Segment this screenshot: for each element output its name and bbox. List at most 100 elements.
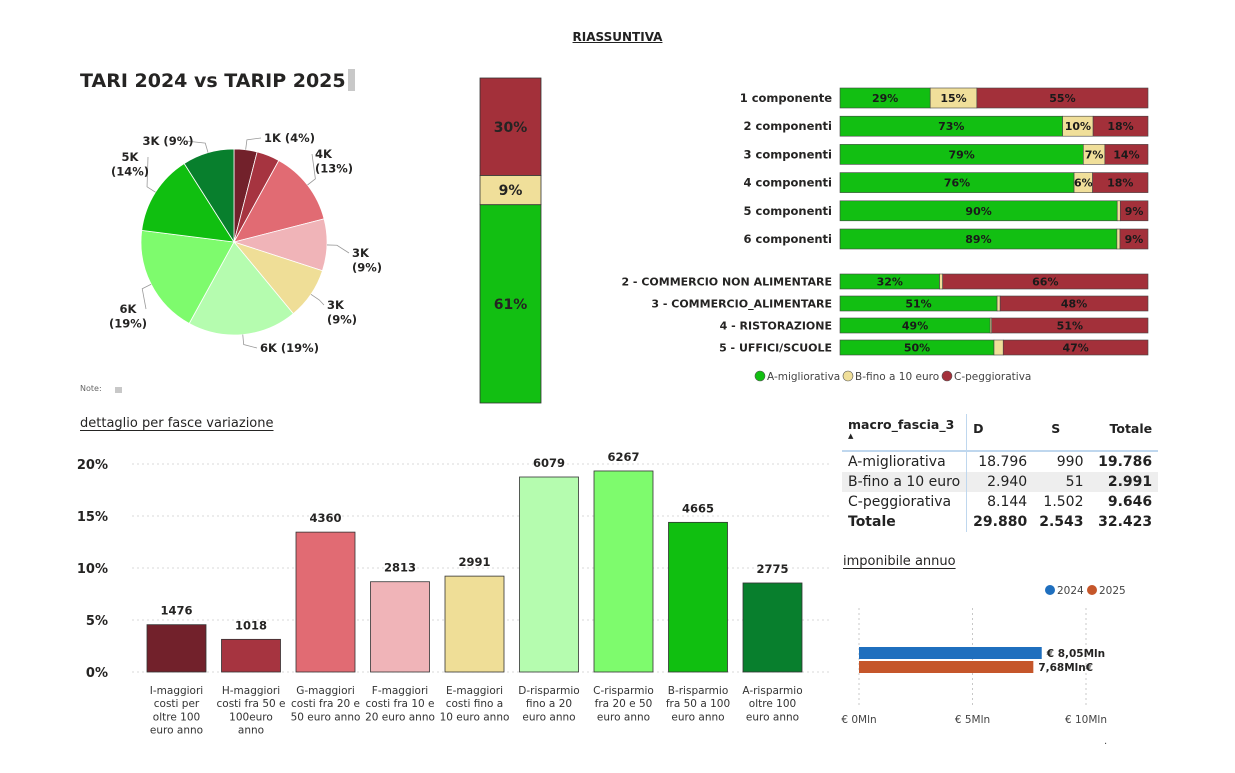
x-category-label: I-maggiori costi per oltre 100 euro anno xyxy=(150,685,203,736)
y-tick-label: 5% xyxy=(86,614,108,629)
pie-leader-line xyxy=(245,137,262,150)
x-tick-label: € 0Mln xyxy=(841,714,876,726)
legend-label: B-fino a 10 euro xyxy=(855,371,939,383)
stacked-bar-segment xyxy=(996,295,1001,312)
pie-slice-label: 6K (19%) xyxy=(260,341,319,355)
bar-data-label: 2775 xyxy=(756,562,788,576)
x-category-label: F-maggiori costi fra 10 e 20 euro anno xyxy=(365,685,435,723)
y-tick-label: 15% xyxy=(77,510,108,525)
stacked-bar-label: 6% xyxy=(1074,177,1093,190)
legend-dot-icon xyxy=(842,370,854,382)
x-category-label: H-maggiori costi fra 50 e 100euro anno xyxy=(217,685,286,736)
bar xyxy=(370,581,430,673)
bar-data-label: 2991 xyxy=(458,555,490,569)
stacked-bar-label: 15% xyxy=(940,92,966,105)
x-category-label: G-maggiori costi fra 20 e 50 euro anno xyxy=(291,685,361,723)
bar xyxy=(519,476,579,673)
stacked-bar-segment xyxy=(993,339,1004,356)
bar-data-label: 2813 xyxy=(384,561,416,575)
stacked-bar-label: 18% xyxy=(1107,177,1133,190)
macro-table: macro_fascia_3 ▲ D S Totale A-migliorati… xyxy=(842,414,1159,532)
pie-leader-line xyxy=(242,334,258,349)
legend-dot-icon xyxy=(1045,585,1055,595)
bar-category-label: 3 componenti xyxy=(744,147,832,161)
imponibile-chart-title: imponibile annuo xyxy=(843,554,956,569)
stacked-bar-segment xyxy=(942,273,1149,290)
x-tick-label: € 5Mln xyxy=(955,714,990,726)
stacked-bar-segment xyxy=(1119,228,1149,250)
x-category-label: D-risparmio fino a 20 euro anno xyxy=(518,685,579,723)
column-header-totale[interactable]: Totale xyxy=(1089,414,1159,452)
x-category-label: C-risparmio fra 20 e 50 euro anno xyxy=(593,685,654,723)
pie-leader-line xyxy=(326,244,350,254)
pie-slice-label: 3K (9%) xyxy=(143,134,194,148)
bar-category-label: 1 componente xyxy=(740,91,833,105)
note-label: Note: xyxy=(80,384,102,393)
stacked-segment xyxy=(479,204,542,404)
stacked-bar-label: 29% xyxy=(872,92,898,105)
stacked-bar-label: 10% xyxy=(1065,120,1091,133)
bar-data-label: 1476 xyxy=(160,604,192,618)
table-cell: 990 xyxy=(1056,454,1084,470)
pie-slice-label: 1K (4%) xyxy=(264,131,315,145)
table-cell: C-peggiorativa xyxy=(842,492,968,512)
x-tick-label: € 10Mln xyxy=(1065,714,1107,726)
stacked-segment xyxy=(479,175,542,206)
column-header-d[interactable]: D xyxy=(966,414,1034,452)
stacked-bar-label: 9% xyxy=(1125,233,1144,246)
table-cell: B-fino a 10 euro xyxy=(842,472,968,492)
stacked-bar-label: 51% xyxy=(1057,320,1083,333)
imponibile-bar xyxy=(859,661,1034,673)
table-cell: 51 xyxy=(1033,472,1090,492)
bar-category-label: 2 componenti xyxy=(744,119,832,133)
sort-asc-icon: ▲ xyxy=(848,432,854,440)
bar-data-label: 6267 xyxy=(607,450,639,464)
pie-slice xyxy=(183,148,235,244)
stacked-bar-segment xyxy=(939,273,943,290)
stacked-bar-segment xyxy=(991,317,1149,334)
bar xyxy=(444,575,505,673)
stacked-bar-label: 9% xyxy=(1125,205,1144,218)
bar-data-label: 6079 xyxy=(533,456,565,470)
pie-slice-label: 3K (9%) xyxy=(327,298,357,326)
stacked-segment-label: 30% xyxy=(494,120,528,136)
y-tick-label: 20% xyxy=(77,458,108,473)
table-cell: 1.502 xyxy=(1043,494,1084,510)
footer-mark: . xyxy=(1104,736,1108,747)
stacked-bar-label: 89% xyxy=(965,233,991,246)
legend-dot-icon xyxy=(941,370,953,382)
bar xyxy=(742,582,803,673)
bar-data-label: 1018 xyxy=(235,618,267,632)
fasce-chart-title: dettaglio per fasce variazione xyxy=(80,416,274,431)
table-row: A-migliorativa 18.796 990 19.786 xyxy=(842,451,1158,472)
stacked-bar-label: 79% xyxy=(948,148,974,161)
stacked-bar-segment xyxy=(1092,115,1149,137)
stacked-segment-label: 9% xyxy=(499,183,523,199)
table-row: B-fino a 10 euro 2.940 51 2.991 xyxy=(842,472,1159,492)
page-title: RIASSUNTIVA xyxy=(572,30,663,44)
bar xyxy=(593,470,654,673)
table-header-row: macro_fascia_3 ▲ D S Totale xyxy=(842,414,1159,452)
bar xyxy=(221,638,281,673)
y-tick-label: 10% xyxy=(77,562,108,577)
imponibile-bar-label: € 8,05Mln xyxy=(1046,648,1105,660)
title-resize-handle[interactable] xyxy=(348,69,355,91)
stacked-bar-label: 51% xyxy=(905,298,931,311)
table-row: C-peggiorativa 8.144 1.502 9.646 xyxy=(842,492,1158,512)
stacked-bar-segment xyxy=(1119,200,1149,222)
bar-data-label: 4360 xyxy=(309,511,341,525)
stacked-bar-segment xyxy=(999,295,1149,312)
stacked-bar-label: 14% xyxy=(1113,148,1139,161)
stacked-bar-segment xyxy=(1116,200,1121,222)
column-header-macro[interactable]: macro_fascia_3 ▲ xyxy=(842,414,968,452)
stacked-bar-label: 18% xyxy=(1107,120,1133,133)
table-total-row: Totale 29.880 2.543 32.423 xyxy=(842,512,1158,532)
fasce-bar-chart: 0% 5% 10% 15% 20% 1476 I-maggiori costi per oltr… xyxy=(77,450,830,736)
stacked-bar-label: 55% xyxy=(1049,92,1075,105)
stacked-column-chart: 30% 9% 61% xyxy=(479,77,542,404)
stacked-bar-label: 73% xyxy=(938,120,964,133)
stacked-bar-label: 48% xyxy=(1061,298,1087,311)
table-cell: 32.423 xyxy=(1098,514,1153,530)
legend-dot-icon xyxy=(754,370,766,382)
column-header-s[interactable]: S xyxy=(1033,414,1090,452)
